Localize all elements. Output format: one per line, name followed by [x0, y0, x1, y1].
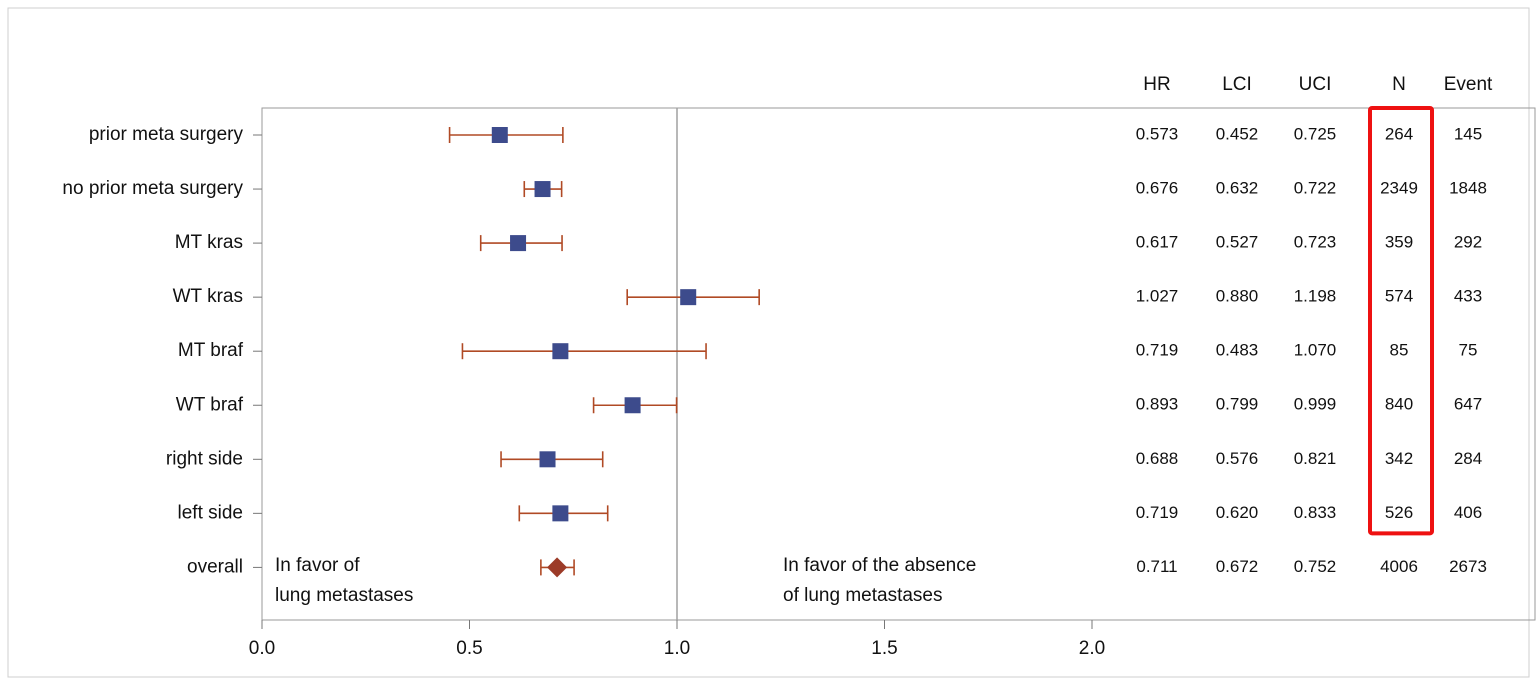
table-value: 264: [1385, 124, 1413, 143]
table-value: 292: [1454, 233, 1482, 252]
table-value: 1.027: [1136, 287, 1179, 306]
table-value: 574: [1385, 287, 1413, 306]
x-tick-label: 1.0: [664, 638, 690, 659]
table-value: 2349: [1380, 179, 1418, 198]
summary-diamond: [547, 557, 568, 578]
table-value: 342: [1385, 449, 1413, 468]
table-value: 75: [1459, 341, 1478, 360]
table-value: 0.723: [1294, 233, 1337, 252]
y-tick-label: MT kras: [175, 232, 243, 253]
column-header: LCI: [1222, 74, 1252, 95]
column-header: Event: [1444, 74, 1493, 95]
y-tick-label: right side: [166, 448, 243, 469]
table-value: 0.452: [1216, 124, 1259, 143]
hr-marker: [539, 451, 556, 468]
table-value: 526: [1385, 503, 1413, 522]
x-tick-label: 1.5: [871, 638, 897, 659]
highlight-box: [1368, 106, 1434, 536]
x-tick-label: 0.0: [249, 638, 275, 659]
y-tick-label: left side: [178, 502, 243, 523]
column-header: HR: [1143, 74, 1170, 95]
table-value: 0.573: [1136, 124, 1179, 143]
table-value: 85: [1390, 341, 1409, 360]
table-value: 145: [1454, 124, 1482, 143]
table-value: 0.672: [1216, 557, 1259, 576]
table-value: 2673: [1449, 557, 1487, 576]
table-value: 0.719: [1136, 503, 1179, 522]
table-value: 0.527: [1216, 233, 1259, 252]
table-value: 1.070: [1294, 341, 1337, 360]
column-header: N: [1392, 74, 1406, 95]
table-value: 0.719: [1136, 341, 1179, 360]
table-value: 840: [1385, 395, 1413, 414]
y-tick-label: WT braf: [176, 394, 244, 415]
table-value: 433: [1454, 287, 1482, 306]
table-value: 1.198: [1294, 287, 1337, 306]
y-tick-label: overall: [187, 556, 243, 577]
y-tick-label: no prior meta surgery: [62, 178, 243, 199]
table-value: 0.620: [1216, 503, 1259, 522]
table-value: 0.821: [1294, 449, 1337, 468]
table-value: 0.799: [1216, 395, 1259, 414]
annotation: In favor of the absence: [783, 555, 976, 576]
y-tick-label: prior meta surgery: [89, 124, 244, 145]
table-value: 0.833: [1294, 503, 1337, 522]
annotation: lung metastases: [275, 585, 413, 606]
table-value: 0.617: [1136, 233, 1179, 252]
hr-marker: [510, 235, 527, 252]
x-tick-label: 2.0: [1079, 638, 1105, 659]
column-header: UCI: [1299, 74, 1332, 95]
table-value: 0.725: [1294, 124, 1337, 143]
table-value: 359: [1385, 233, 1413, 252]
table-value: 0.752: [1294, 557, 1337, 576]
table-value: 0.893: [1136, 395, 1179, 414]
x-tick-label: 0.5: [456, 638, 482, 659]
plot-frame: [261, 107, 1536, 621]
table-value: 0.632: [1216, 179, 1259, 198]
hr-marker: [624, 397, 641, 414]
hr-marker: [552, 505, 569, 522]
table-value: 0.999: [1294, 395, 1337, 414]
table-value: 1848: [1449, 179, 1487, 198]
annotation: In favor of: [275, 555, 360, 576]
table-value: 406: [1454, 503, 1482, 522]
hr-marker: [680, 289, 697, 306]
table-value: 647: [1454, 395, 1482, 414]
hr-marker: [534, 181, 551, 198]
table-value: 0.688: [1136, 449, 1179, 468]
table-value: 0.722: [1294, 179, 1337, 198]
annotation: of lung metastases: [783, 585, 942, 606]
table-value: 0.483: [1216, 341, 1259, 360]
table-value: 0.576: [1216, 449, 1259, 468]
table-value: 0.711: [1136, 557, 1177, 576]
table-value: 4006: [1380, 557, 1418, 576]
table-value: 284: [1454, 449, 1482, 468]
hr-marker: [491, 127, 508, 143]
hr-marker: [552, 343, 569, 360]
y-tick-label: MT braf: [178, 340, 244, 361]
table-value: 0.880: [1216, 287, 1259, 306]
outer-border: [7, 7, 1530, 678]
table-value: 0.676: [1136, 179, 1179, 198]
y-tick-label: WT kras: [173, 286, 243, 307]
